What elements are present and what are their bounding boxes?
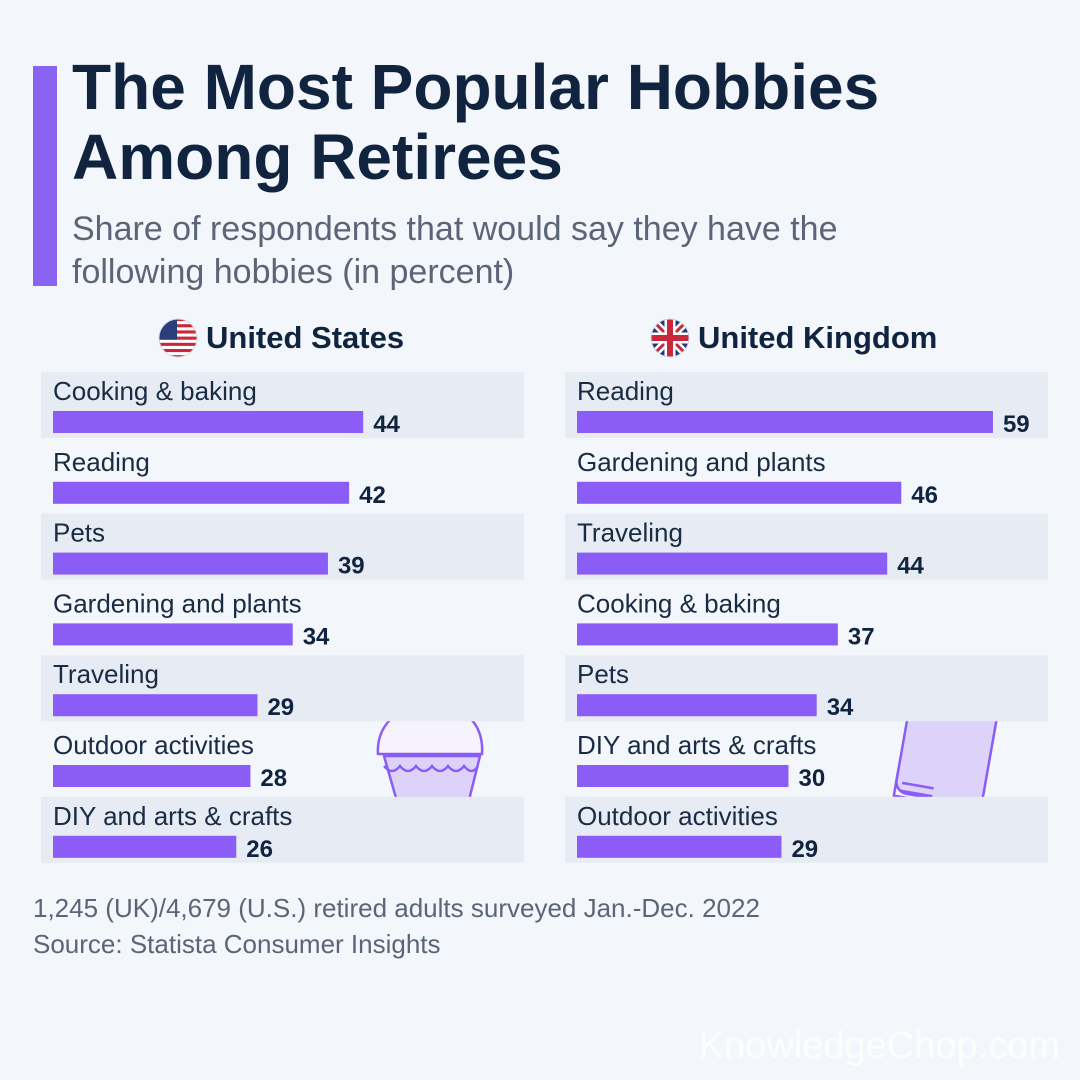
us-category-label: DIY and arts & crafts bbox=[53, 801, 292, 831]
uk-bar bbox=[577, 481, 902, 504]
uk-bar bbox=[577, 694, 817, 717]
us-value-label: 26 bbox=[246, 836, 273, 863]
uk-value-label: 34 bbox=[827, 694, 854, 721]
chart-subtitle: Share of respondents that would say they… bbox=[72, 210, 838, 291]
uk-value-label: 37 bbox=[848, 623, 875, 650]
uk-value-label: 29 bbox=[791, 836, 818, 863]
us-bar bbox=[53, 623, 293, 646]
uk-category-label: Gardening and plants bbox=[577, 447, 826, 477]
uk-value-label: 44 bbox=[897, 553, 924, 580]
us-panel-header: United States bbox=[158, 316, 404, 360]
uk-bar bbox=[577, 411, 993, 433]
us-category-label: Gardening and plants bbox=[53, 588, 302, 618]
us-bar bbox=[53, 694, 258, 717]
source-note: Source: Statista Consumer Insights bbox=[33, 929, 441, 959]
us-category-label: Cooking & baking bbox=[53, 376, 257, 406]
us-bar bbox=[53, 552, 328, 575]
us-category-label: Traveling bbox=[53, 659, 159, 689]
uk-category-label: Traveling bbox=[577, 518, 683, 548]
us-flag-icon bbox=[158, 318, 198, 358]
us-bar bbox=[53, 411, 364, 433]
uk-category-label: Outdoor activities bbox=[577, 801, 778, 831]
title-accent-bar bbox=[33, 66, 57, 286]
uk-flag-icon bbox=[650, 318, 690, 358]
uk-bar bbox=[577, 765, 789, 787]
us-value-label: 28 bbox=[260, 765, 287, 792]
us-bar bbox=[53, 765, 251, 787]
uk-panel-title: United Kingdom bbox=[698, 320, 938, 355]
us-category-label: Reading bbox=[53, 447, 150, 477]
us-bar bbox=[53, 481, 350, 504]
us-value-label: 29 bbox=[267, 694, 294, 721]
uk-panel-header: United Kingdom bbox=[650, 316, 937, 360]
survey-note: 1,245 (UK)/4,679 (U.S.) retired adults s… bbox=[33, 893, 760, 923]
chart-title: The Most Popular Hobbies Among Retirees bbox=[72, 51, 880, 193]
uk-value-label: 46 bbox=[911, 482, 938, 509]
uk-bar bbox=[577, 623, 838, 646]
us-panel-title: United States bbox=[206, 320, 405, 355]
uk-category-label: Cooking & baking bbox=[577, 588, 781, 618]
uk-category-label: Pets bbox=[577, 659, 629, 689]
uk-value-label: 30 bbox=[799, 765, 826, 792]
us-bar bbox=[53, 835, 237, 858]
us-value-label: 39 bbox=[338, 553, 365, 580]
uk-category-label: DIY and arts & crafts bbox=[577, 730, 816, 760]
us-category-label: Pets bbox=[53, 518, 105, 548]
uk-category-label: Reading bbox=[577, 376, 674, 406]
watermark: KnowledgeChop.com bbox=[698, 1025, 1060, 1067]
us-value-label: 42 bbox=[359, 482, 386, 509]
us-value-label: 34 bbox=[303, 623, 330, 650]
uk-bar bbox=[577, 835, 782, 858]
us-category-label: Outdoor activities bbox=[53, 730, 254, 760]
uk-bar bbox=[577, 552, 888, 575]
uk-value-label: 59 bbox=[1003, 411, 1030, 438]
us-value-label: 44 bbox=[373, 411, 400, 438]
